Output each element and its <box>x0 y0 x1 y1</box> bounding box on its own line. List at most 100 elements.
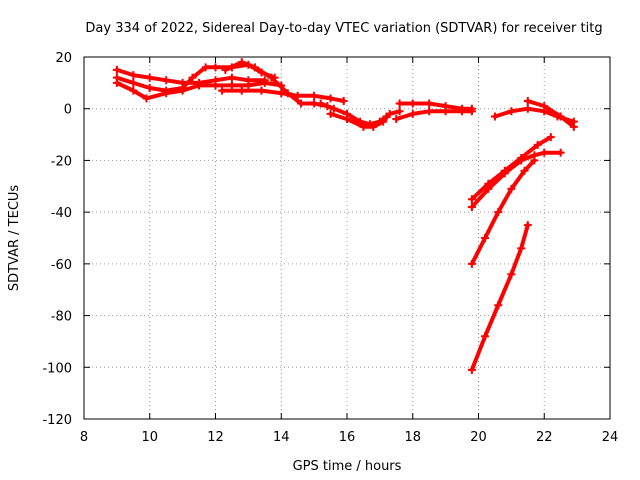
y-tick-label: -120 <box>42 413 72 428</box>
x-tick-label: 24 <box>602 430 619 445</box>
data-point <box>523 221 532 230</box>
data-point <box>490 112 499 121</box>
data-point <box>201 63 210 72</box>
data-point <box>211 81 220 90</box>
data-point <box>211 63 220 72</box>
data-point <box>178 86 187 95</box>
data-point <box>260 78 269 87</box>
data-point <box>221 65 230 74</box>
data-point <box>244 81 253 90</box>
y-tick-label: -60 <box>51 258 72 273</box>
data-point <box>395 99 404 108</box>
data-point <box>569 122 578 131</box>
data-point <box>494 301 503 310</box>
data-point <box>162 76 171 85</box>
y-tick-label: -40 <box>51 206 72 221</box>
y-tick-label: 0 <box>64 103 72 118</box>
data-point <box>379 117 388 126</box>
data-point <box>326 94 335 103</box>
data-point <box>517 156 526 165</box>
data-point <box>227 81 236 90</box>
data-point <box>481 234 490 242</box>
data-point <box>145 73 154 82</box>
data-point <box>385 109 394 118</box>
data-point <box>500 169 509 178</box>
data-point <box>237 58 246 67</box>
data-point <box>425 107 434 116</box>
data-point <box>556 148 565 157</box>
data-point <box>195 81 204 90</box>
data-point <box>227 73 236 82</box>
series-line-s1 <box>114 67 267 85</box>
x-axis-label: GPS time / hours <box>293 459 402 474</box>
data-point <box>237 86 246 95</box>
data-point <box>250 63 259 72</box>
data-point <box>326 109 335 118</box>
data-point <box>540 148 549 157</box>
data-point <box>142 94 151 103</box>
data-point <box>523 96 532 105</box>
data-point <box>481 332 490 341</box>
data-point <box>112 78 121 87</box>
data-point <box>408 99 417 108</box>
series-line-s4 <box>220 88 346 103</box>
ticks <box>83 56 611 420</box>
data-point <box>507 270 516 279</box>
data-point <box>517 244 526 253</box>
chart-title: Day 334 of 2022, Sidereal Day-to-day VTE… <box>85 21 602 36</box>
data-point <box>408 109 417 118</box>
data-point <box>441 107 450 116</box>
data-point <box>257 86 266 95</box>
data-point <box>310 91 319 100</box>
data-point <box>556 112 565 121</box>
x-tick-label: 8 <box>80 430 88 445</box>
y-tick-label: -20 <box>51 154 72 169</box>
data-point <box>369 122 378 131</box>
data-point <box>467 107 476 116</box>
data-point <box>218 86 227 95</box>
data-point <box>395 107 404 116</box>
series-line-s12 <box>469 135 553 202</box>
data-point <box>145 84 154 93</box>
data-point <box>467 195 476 204</box>
data-point <box>530 156 539 165</box>
series-line-s11 <box>525 99 576 129</box>
data-point <box>507 107 516 116</box>
series-line-s15 <box>469 223 530 372</box>
x-tick-label: 16 <box>339 430 356 445</box>
x-tick-label: 14 <box>273 430 290 445</box>
data-point <box>129 78 138 87</box>
data-point <box>316 99 325 108</box>
data-point <box>296 99 305 108</box>
data-point <box>467 259 476 268</box>
data-point <box>494 208 503 217</box>
data-point <box>467 202 476 211</box>
series-layer <box>112 58 578 374</box>
data-point <box>467 365 476 374</box>
data-point <box>533 140 542 149</box>
data-point <box>162 89 171 98</box>
data-point <box>484 184 493 193</box>
series-line-s9 <box>394 109 474 122</box>
y-axis-label: SDTVAR / TECUs <box>7 185 22 292</box>
y-tick-label: 20 <box>55 51 72 66</box>
data-point <box>507 184 516 193</box>
data-point <box>343 115 351 124</box>
data-point <box>359 122 368 131</box>
data-point <box>458 107 467 116</box>
data-point <box>129 86 138 95</box>
data-point <box>339 96 348 105</box>
series-line-s14 <box>469 158 537 266</box>
data-point <box>329 104 338 113</box>
data-point <box>520 166 529 175</box>
y-tick-label: -100 <box>42 361 72 376</box>
data-point <box>188 73 197 82</box>
data-point <box>129 71 138 80</box>
x-tick-label: 18 <box>404 430 421 445</box>
data-point <box>425 99 434 108</box>
x-tick-label: 22 <box>536 430 553 445</box>
x-tick-label: 20 <box>470 430 487 445</box>
y-tick-label: -80 <box>51 310 72 325</box>
data-point <box>540 102 549 111</box>
tick-labels: 8 10 12 14 16 18 20 22 24 20 0 -20 -40 -60 -80 -100 -120 <box>42 51 618 445</box>
